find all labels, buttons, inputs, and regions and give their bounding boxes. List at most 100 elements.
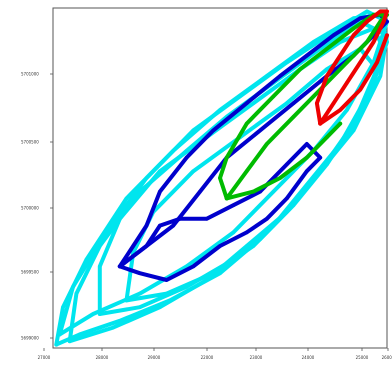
series-3-point [358,87,363,92]
series-3-point [315,101,319,105]
series-0-point [138,305,142,310]
series-1-point [131,244,135,248]
series-0-point [365,9,369,14]
y-tick-label: 5699500 [21,270,39,275]
series-2-point [224,196,229,201]
series-0-point [57,332,62,337]
series-0-point [318,169,323,173]
series-0-point [204,278,209,282]
series-2-point [298,67,303,71]
y-tick-label: 5700500 [21,140,39,145]
series-1-point [138,271,142,276]
series-0-point [158,305,162,310]
series-1-point [385,19,389,24]
series-0-point [345,108,349,112]
x-tick-label: 28000 [96,355,109,360]
series-2-point [345,60,349,65]
series-1-point [204,217,209,221]
series-0-point [191,128,196,133]
series-2-point [224,155,229,160]
series-2-point [271,94,276,99]
series-0-point [71,285,75,289]
series-2-point [365,40,369,44]
series-1-point [171,223,175,228]
series-0-point [325,67,329,71]
x-tick-label: 29000 [148,355,161,360]
series-1-point [305,53,309,58]
series-1-point [184,155,189,160]
series-2-point [278,176,282,180]
series-3-point [375,60,379,65]
series-0-point [211,271,216,276]
series-0-point [138,291,142,296]
series-3-point [371,40,376,44]
series-0-point [251,244,256,248]
series-3-point [338,108,343,112]
series-3-line-0 [314,9,389,126]
y-tick-label: 5701000 [21,72,39,77]
series-1-point [305,142,309,146]
series-2-point [325,47,329,51]
series-0-point [375,67,379,71]
series-3-point [351,33,356,37]
series-1-point [164,278,169,282]
ticks-layer: 27000 28000 29000 22000 23000 24000 25000 26000… [21,72,392,361]
series-0-point [285,60,289,65]
series-1-point [118,264,122,269]
series-2-point [325,135,329,139]
series-1-point [158,223,162,228]
series-0-point [118,217,122,221]
series-1-point [144,244,149,248]
series-3-point [331,101,336,105]
series-1-point [318,155,323,160]
x-tick-label: 23000 [250,355,263,360]
x-tick-label: 24000 [302,355,315,360]
series-0-point [218,271,222,276]
series-1-point [291,101,296,105]
series-3-point [325,74,329,78]
series-0-point [378,74,383,78]
series-0-point [144,176,149,180]
series-0-point [285,101,289,105]
series-1-point [244,101,249,105]
x-tick-label: 26000 [382,355,392,360]
series-0-point [98,264,102,269]
series-1-point [211,128,216,133]
series-0-point [98,312,102,316]
series-0-line-4 [124,46,379,303]
series-1-point [178,217,182,221]
series-0-point [285,210,289,214]
y-tick-label: 5700000 [21,206,39,211]
series-0-point [191,169,196,173]
series-3-point [365,19,369,24]
series-0-point [118,319,122,323]
series-3-point [385,9,389,14]
series-1-point [305,169,309,173]
series-2-point [291,115,296,119]
series-layer [54,9,389,347]
series-1-point [258,128,262,133]
series-2-point [265,142,269,146]
series-2-point [338,121,343,126]
series-0-point [351,128,356,133]
series-2-point [218,176,222,180]
series-1-point [331,33,336,37]
series-3-point [345,81,349,85]
series-0-point [251,101,256,105]
series-3-point [318,121,323,126]
series-1-point [158,189,162,194]
series-2-point [251,189,256,194]
series-2-line-0 [218,12,389,201]
series-3-point [381,19,386,24]
x-tick-label: 25000 [356,355,369,360]
series-2-point [351,26,356,31]
series-0-point [271,189,276,194]
series-1-point [265,217,269,221]
series-2-point [244,121,249,126]
x-tick-label: 27000 [38,355,51,360]
series-1-point [285,196,289,201]
series-0-point [61,305,65,310]
series-0-point [231,230,236,235]
series-2-point [305,155,309,160]
